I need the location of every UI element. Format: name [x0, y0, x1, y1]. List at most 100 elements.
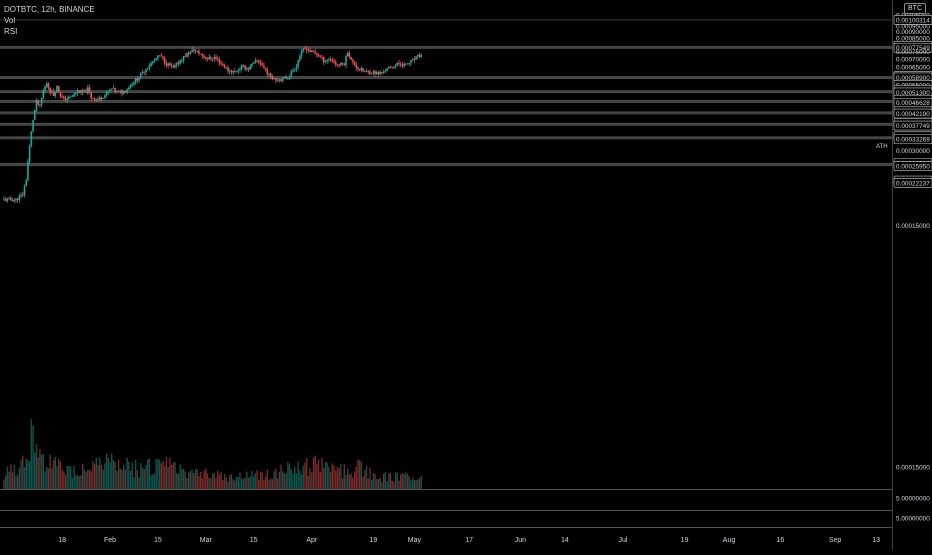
symbol-title[interactable]: DOTBTC, 12h, BINANCE [4, 5, 95, 14]
volume-bar [150, 475, 152, 489]
volume-bar [374, 473, 376, 489]
volume-bar [316, 463, 318, 489]
volume-bar [282, 471, 284, 489]
candle-body [271, 77, 274, 80]
price-axis-label: 0.00090000 [896, 29, 930, 36]
candle-body [244, 65, 246, 70]
price-label-box [893, 120, 932, 131]
volume-bar [305, 458, 308, 489]
volume-bar [148, 458, 151, 489]
volume-bar [37, 457, 39, 489]
volume-bar [69, 466, 72, 489]
volume-bar [364, 470, 366, 489]
currency-badge[interactable]: BTC [904, 3, 926, 14]
volume-bar [229, 475, 231, 489]
candle-body [413, 58, 416, 60]
volume-bar [167, 466, 169, 489]
candle-body [220, 63, 222, 65]
price-axis-label: 0.00042190 [896, 111, 930, 118]
volume-bar [239, 472, 241, 489]
candle-body [254, 60, 257, 63]
candle-body [93, 98, 96, 100]
candle-body [343, 63, 346, 66]
volume-bar [11, 472, 14, 489]
candle-body [174, 65, 176, 68]
candle-body [140, 73, 142, 79]
candle-body [208, 57, 210, 60]
volume-bar [20, 460, 22, 489]
price-axis-label: 0.00095000 [896, 23, 930, 30]
volume-bar [408, 476, 410, 489]
candle-body [292, 70, 294, 72]
price-axis-label: 0.00030000 [896, 148, 930, 155]
candle-body [326, 59, 328, 61]
rsi-indicator-label[interactable]: RSI [4, 27, 18, 36]
time-axis-label: Jun [515, 537, 526, 544]
candle-body [360, 68, 363, 71]
candle-body [305, 49, 308, 51]
volume-bar [174, 462, 176, 489]
rsi-axis-label: 5.00000000 [896, 496, 930, 503]
candle-body [33, 109, 36, 120]
candle-body [57, 86, 60, 92]
volume-bar [34, 452, 36, 489]
volume-bar [270, 478, 272, 489]
volume-bar [49, 454, 51, 489]
candle-body [59, 91, 62, 97]
volume-bar [153, 473, 156, 489]
candle-body [211, 58, 214, 60]
candle-body [405, 63, 407, 65]
candle-body [382, 72, 385, 73]
candle-body [218, 59, 221, 64]
volume-bar [242, 478, 245, 489]
volume-bar [155, 458, 157, 489]
candle-body [98, 97, 101, 100]
volume-bar [287, 461, 289, 489]
candle-body [237, 70, 240, 72]
level-zone [0, 76, 892, 80]
candle-body [365, 70, 368, 72]
volume-bar [123, 464, 125, 489]
candle-body [278, 79, 281, 81]
candle-body [141, 71, 144, 74]
candle-body [198, 50, 200, 54]
candle-body [32, 119, 34, 132]
candle-body [336, 64, 339, 66]
candle-body [194, 50, 197, 52]
candle-body [186, 53, 188, 57]
volume-bar [182, 468, 185, 489]
candle-body [417, 55, 419, 57]
time-axis-label: Jul [619, 537, 628, 544]
volume-bar [126, 457, 128, 489]
volume-bar [52, 459, 55, 489]
candle-body [75, 92, 77, 94]
candle-body [251, 63, 253, 66]
volume-bar [81, 463, 84, 489]
volume-bar [341, 478, 344, 489]
candle-body [119, 91, 122, 93]
candle-body [47, 83, 50, 88]
volume-bar [90, 470, 92, 489]
volume-bar [42, 453, 45, 489]
time-axis-label: 13 [872, 537, 880, 544]
volume-indicator-label[interactable]: Vol [4, 16, 16, 25]
price-label-box [893, 178, 932, 188]
volume-bar [196, 468, 198, 489]
candle-body [201, 54, 204, 56]
volume-bar [225, 477, 227, 489]
price-axis-label: 0.00075000 [896, 49, 930, 56]
chart-legend: DOTBTC, 12h, BINANCE Vol RSI [4, 4, 95, 37]
candle-body [334, 62, 337, 65]
candle-body [346, 53, 349, 57]
volume-bar [254, 473, 257, 489]
volume-bar [85, 471, 87, 489]
volume-bar [121, 469, 123, 489]
volume-bar [78, 476, 80, 489]
candle-body [256, 60, 258, 62]
candle-body [222, 63, 224, 66]
candle-body [377, 72, 380, 74]
volume-bar [394, 472, 397, 489]
volume-bar [152, 474, 154, 489]
